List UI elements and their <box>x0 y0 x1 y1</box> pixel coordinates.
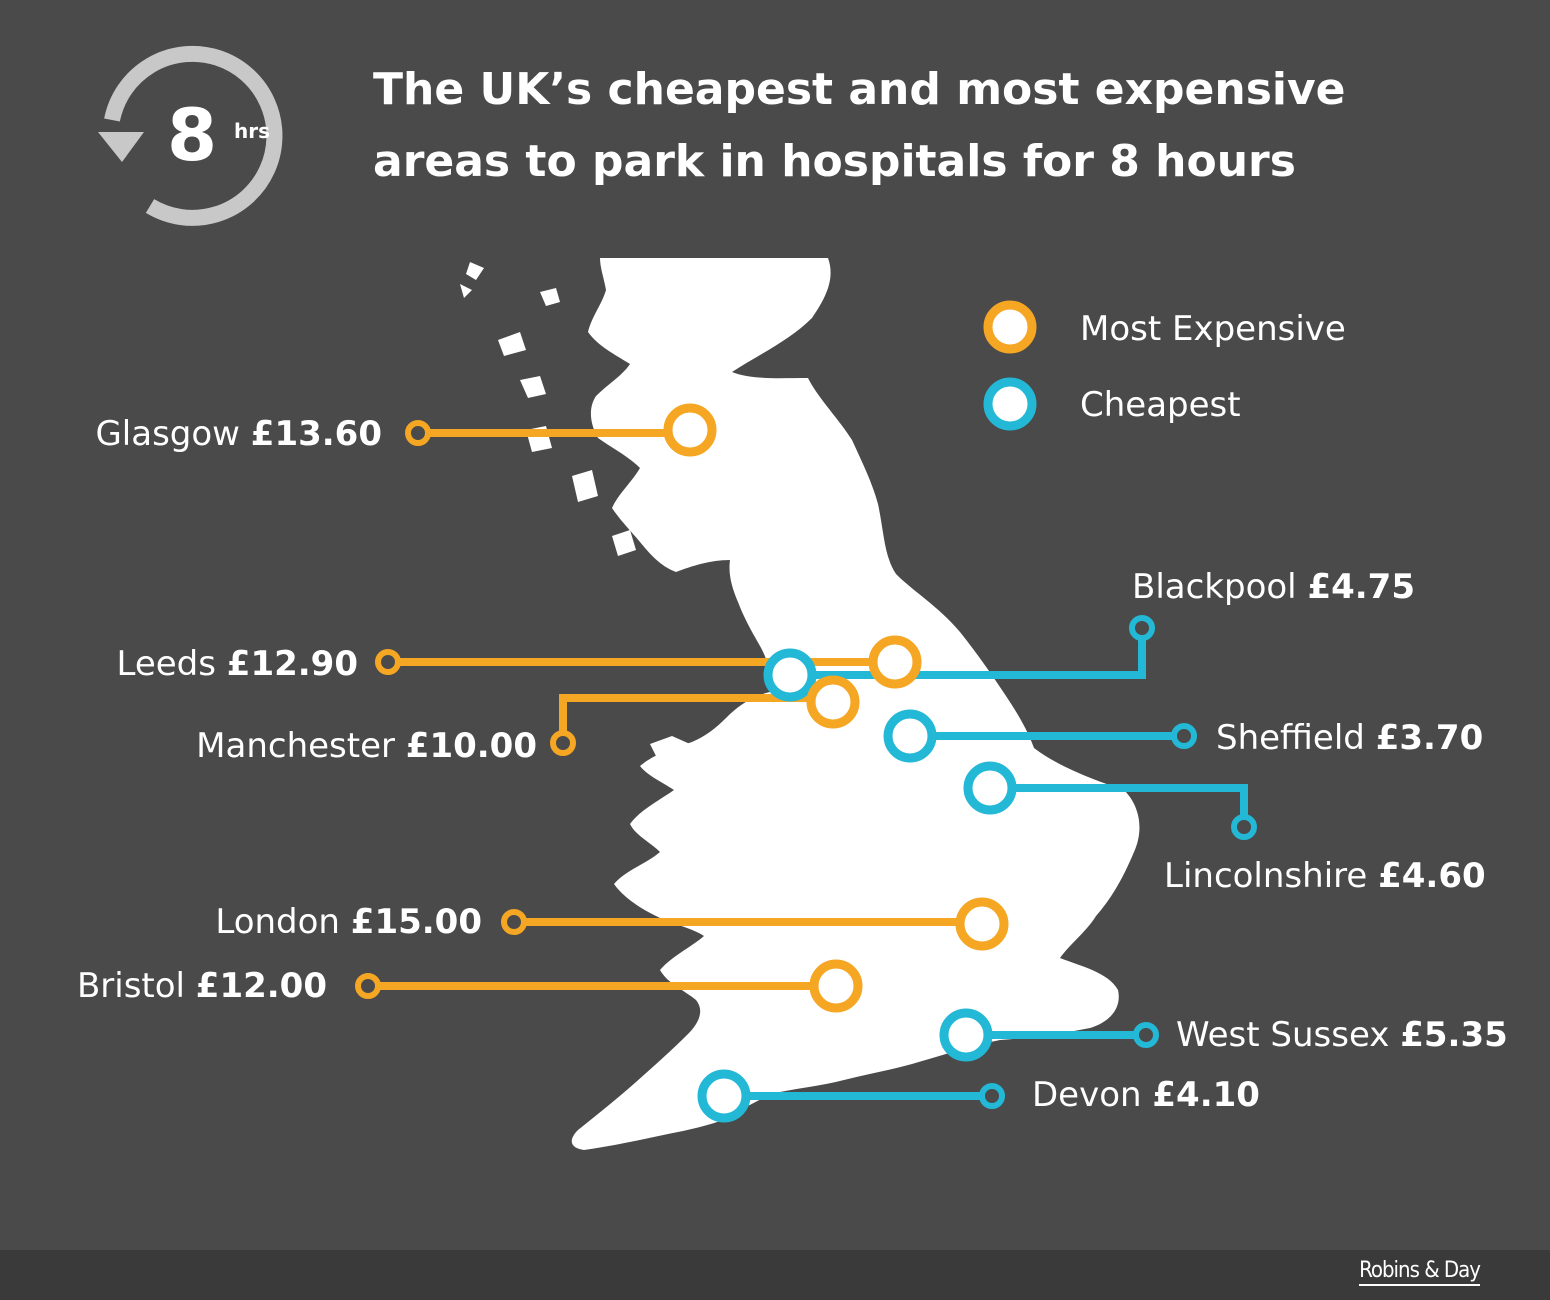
manchester-end-dot <box>550 730 576 756</box>
badge-unit: hrs <box>234 119 270 143</box>
legend-cheapest-swatch <box>983 377 1037 431</box>
lincolnshire-label: Lincolnshire £4.60 <box>1164 856 1486 896</box>
footer-bar <box>0 1250 1550 1300</box>
leeds-end-dot <box>375 649 401 675</box>
sheffield-marker <box>883 709 937 763</box>
bristol-end-dot <box>355 973 381 999</box>
expensive-connectors <box>368 429 960 990</box>
sheffield-end-dot <box>1171 723 1197 749</box>
london-end-dot <box>501 909 527 935</box>
timer-icon: 8 hrs <box>98 45 283 226</box>
lincolnshire-marker <box>963 761 1017 815</box>
legend: Most Expensive Cheapest <box>983 300 1346 431</box>
devon-label: Devon £4.10 <box>1032 1075 1260 1115</box>
devon-end-dot <box>979 1083 1005 1109</box>
leeds-marker <box>868 635 922 689</box>
label-end-dots <box>355 420 1257 1109</box>
manchester-label: Manchester £10.00 <box>196 726 537 766</box>
london-marker <box>955 897 1009 951</box>
blackpool-end-dot <box>1129 615 1155 641</box>
badge-number: 8 <box>167 93 217 177</box>
west-sussex-marker <box>939 1008 993 1062</box>
location-labels: Glasgow £13.60 Leeds £12.90 Manchester £… <box>77 414 1508 1115</box>
page-title-line2: areas to park in hospitals for 8 hours <box>373 136 1296 187</box>
page-title-line1: The UK’s cheapest and most expensive <box>373 64 1346 115</box>
west-sussex-end-dot <box>1133 1022 1159 1048</box>
west-sussex-label: West Sussex £5.35 <box>1176 1015 1508 1055</box>
legend-cheapest-label: Cheapest <box>1080 385 1241 425</box>
blackpool-marker <box>763 648 817 702</box>
glasgow-label: Glasgow £13.60 <box>95 414 382 454</box>
glasgow-end-dot <box>405 420 431 446</box>
blackpool-label: Blackpool £4.75 <box>1132 567 1415 607</box>
leeds-label: Leeds £12.90 <box>117 644 359 684</box>
bristol-label: Bristol £12.00 <box>77 966 327 1006</box>
london-label: London £15.00 <box>215 902 482 942</box>
location-markers <box>663 403 1017 1123</box>
lincolnshire-end-dot <box>1231 814 1257 840</box>
brand-logo: Robins & Day <box>1359 1258 1481 1286</box>
legend-expensive-swatch <box>983 300 1037 354</box>
manchester-marker <box>806 675 860 729</box>
glasgow-marker <box>663 403 717 457</box>
legend-expensive-label: Most Expensive <box>1080 309 1346 349</box>
bristol-marker <box>809 959 863 1013</box>
devon-marker <box>697 1069 751 1123</box>
sheffield-label: Sheffield £3.70 <box>1216 718 1483 758</box>
